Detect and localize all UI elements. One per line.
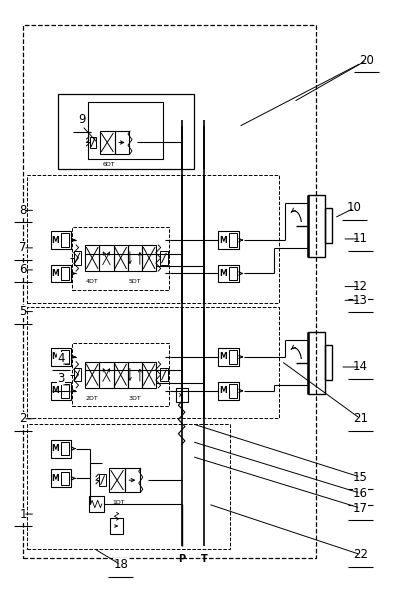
- Bar: [99, 474, 106, 486]
- Bar: [229, 267, 237, 280]
- Bar: [61, 233, 69, 247]
- Text: P: P: [178, 555, 185, 564]
- Bar: [160, 368, 168, 381]
- Bar: [99, 362, 113, 388]
- Text: 10: 10: [347, 201, 362, 214]
- Bar: [111, 518, 123, 534]
- Bar: [128, 245, 142, 271]
- Text: 8: 8: [19, 204, 27, 217]
- Bar: [308, 195, 325, 257]
- Bar: [51, 231, 71, 249]
- Text: 7: 7: [19, 241, 27, 254]
- Text: M: M: [51, 236, 59, 245]
- Bar: [27, 307, 279, 418]
- Bar: [142, 362, 156, 388]
- Text: 6: 6: [19, 263, 27, 276]
- Bar: [125, 468, 140, 492]
- Bar: [113, 245, 128, 271]
- Text: 18: 18: [113, 558, 128, 571]
- Text: 21: 21: [353, 413, 368, 425]
- Text: M: M: [51, 352, 59, 361]
- Bar: [51, 348, 71, 366]
- Bar: [229, 233, 237, 247]
- Text: 5: 5: [19, 305, 27, 318]
- Text: M: M: [219, 352, 226, 361]
- Bar: [58, 94, 194, 169]
- Bar: [85, 245, 99, 271]
- Text: 12: 12: [353, 280, 368, 293]
- Text: 2: 2: [19, 413, 27, 425]
- Text: 20: 20: [359, 54, 374, 67]
- Text: 13: 13: [353, 294, 368, 307]
- Text: M: M: [219, 236, 226, 245]
- Bar: [61, 472, 69, 485]
- Text: 3DT: 3DT: [129, 396, 141, 401]
- Text: 4: 4: [57, 352, 64, 365]
- Text: 17: 17: [353, 501, 368, 515]
- Text: 11: 11: [353, 232, 368, 245]
- Text: 5DT: 5DT: [129, 279, 141, 284]
- Bar: [27, 174, 279, 303]
- Text: M: M: [51, 269, 59, 278]
- Text: 16: 16: [353, 487, 368, 500]
- Bar: [218, 231, 239, 249]
- Bar: [325, 208, 332, 244]
- Bar: [61, 267, 69, 280]
- Text: 2DT: 2DT: [86, 396, 99, 401]
- Text: M: M: [219, 386, 226, 395]
- Bar: [61, 350, 69, 364]
- Bar: [61, 442, 69, 456]
- Bar: [99, 245, 113, 271]
- Text: 14: 14: [353, 361, 368, 374]
- Bar: [90, 137, 96, 148]
- Bar: [218, 264, 239, 282]
- Text: 22: 22: [353, 548, 368, 561]
- Bar: [72, 227, 169, 290]
- Text: 3: 3: [57, 373, 64, 386]
- Text: M: M: [51, 474, 59, 483]
- Bar: [218, 382, 239, 400]
- Text: T: T: [201, 555, 207, 564]
- Text: 1: 1: [19, 507, 27, 521]
- Bar: [100, 131, 115, 154]
- Bar: [51, 439, 71, 457]
- Bar: [113, 362, 128, 388]
- Text: M: M: [51, 444, 59, 453]
- Bar: [27, 424, 231, 549]
- Bar: [218, 348, 239, 366]
- Bar: [85, 362, 99, 388]
- Text: 1DT: 1DT: [113, 500, 125, 505]
- Text: 15: 15: [353, 470, 368, 484]
- Bar: [89, 496, 104, 512]
- Bar: [51, 469, 71, 487]
- Bar: [61, 384, 69, 398]
- Text: 9: 9: [78, 113, 86, 127]
- Text: 6DT: 6DT: [103, 162, 115, 167]
- Text: M: M: [51, 386, 59, 395]
- Bar: [229, 350, 237, 364]
- Bar: [160, 251, 168, 264]
- Bar: [51, 382, 71, 400]
- Bar: [23, 24, 316, 558]
- Bar: [142, 245, 156, 271]
- Text: M: M: [219, 269, 226, 278]
- Bar: [74, 368, 81, 381]
- Bar: [175, 389, 188, 402]
- Bar: [325, 345, 332, 380]
- Bar: [128, 362, 142, 388]
- Bar: [72, 343, 169, 406]
- Bar: [51, 264, 71, 282]
- Bar: [88, 102, 163, 159]
- Text: 4DT: 4DT: [86, 279, 99, 284]
- Bar: [229, 384, 237, 398]
- Bar: [109, 468, 125, 492]
- Bar: [74, 251, 81, 264]
- Bar: [308, 331, 325, 394]
- Bar: [115, 131, 129, 154]
